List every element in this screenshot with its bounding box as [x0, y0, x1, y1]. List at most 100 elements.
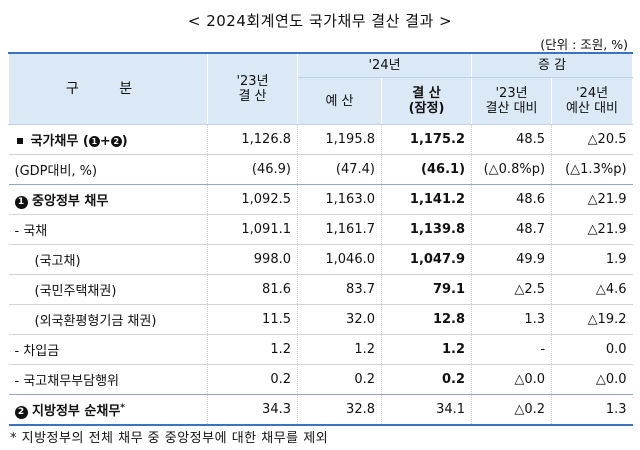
circled-one-icon: 1 — [88, 136, 100, 147]
cell-settle: 1.2 — [380, 334, 472, 365]
table-title: < 2024회계연도 국가채무 결산 결과 > — [187, 12, 453, 30]
row-label: - 국고채무부담행위 — [8, 364, 208, 395]
cell-vs23: △2.5 — [471, 274, 552, 305]
table-row-gdp-ratio: (GDP대비, %) (46.9) (47.4) (46.1) (△0.8%p)… — [8, 154, 633, 185]
row-label: 1 중앙정부 채무 — [8, 184, 208, 215]
cell-settle: 0.2 — [380, 364, 472, 395]
cell-vs24: (△1.3%p) — [551, 154, 633, 185]
table-row-central-gov: 1 중앙정부 채무 1,092.5 1,163.0 1,141.2 48.6 △… — [8, 184, 633, 215]
table-row-bonds: - 국채 1,091.1 1,161.7 1,139.8 48.7 △21.9 — [8, 214, 633, 245]
row-label: (외국환평형기금 채권) — [8, 304, 208, 335]
cell-vs23: △0.0 — [471, 364, 552, 395]
cell-y23: 0.2 — [207, 364, 298, 395]
circled-one-icon: 1 — [14, 196, 28, 209]
cell-budget: (47.4) — [297, 154, 382, 185]
cell-vs24: △19.2 — [551, 304, 633, 335]
cell-settle: 1,139.8 — [380, 214, 472, 245]
cell-vs24: 0.0 — [551, 334, 633, 365]
cell-y23: 11.5 — [207, 304, 298, 335]
cell-y23: 1.2 — [207, 334, 298, 365]
header-vs-2024-label: 예산 대비 — [566, 101, 618, 116]
square-bullet-icon — [16, 137, 23, 144]
cell-budget: 1,163.0 — [297, 184, 382, 215]
cell-vs23: 48.6 — [471, 184, 552, 215]
cell-vs23: - — [471, 334, 552, 365]
cell-settle: (46.1) — [380, 154, 472, 185]
cell-y23: 1,092.5 — [207, 184, 298, 215]
header-category: 구 분 — [8, 52, 208, 125]
cell-vs23: 48.7 — [471, 214, 552, 245]
cell-budget: 1,161.7 — [297, 214, 382, 245]
cell-vs24: 1.9 — [551, 244, 633, 275]
cell-settle: 12.8 — [380, 304, 472, 335]
table-row-housing-bonds: (국민주택채권) 81.6 83.7 79.1 △2.5 △4.6 — [8, 274, 633, 305]
formula-close: ) — [121, 134, 128, 149]
table-row-fx-stabilization-bonds: (외국환평형기금 채권) 11.5 32.0 12.8 1.3 △19.2 — [8, 304, 633, 335]
row-label: (국고채) — [8, 244, 208, 275]
header-vs-2023-year: '23년 — [495, 86, 528, 101]
cell-y23: 1,091.1 — [207, 214, 298, 245]
header-budget: 예 산 — [297, 77, 382, 125]
unit-label: (단위 : 조원, %) — [540, 37, 628, 52]
cell-vs24: △21.9 — [551, 184, 633, 215]
row-label: (국민주택채권) — [8, 274, 208, 305]
header-settlement-provisional: 결 산 (잠정) — [380, 77, 473, 125]
header-change: 증 감 — [471, 52, 634, 78]
cell-vs24: △20.5 — [551, 124, 633, 155]
footnote-marker: * — [120, 403, 125, 413]
cell-y23: 81.6 — [207, 274, 298, 305]
cell-vs23: (△0.8%p) — [471, 154, 552, 185]
header-vs-2023-label: 결산 대비 — [485, 101, 538, 116]
cell-y23: 998.0 — [207, 244, 298, 275]
header-vs-2024-budget: '24년 예산 대비 — [551, 77, 634, 125]
row-label: 2 지방정부 순채무* — [8, 394, 208, 426]
formula-plus: + — [99, 134, 111, 149]
row-label: - 차입금 — [8, 334, 208, 365]
cell-vs24: △4.6 — [551, 274, 633, 305]
cell-vs24: 1.3 — [551, 394, 633, 426]
table-row-debt-burden-acts: - 국고채무부담행위 0.2 0.2 0.2 △0.0 △0.0 — [8, 364, 633, 395]
label-central-gov: 중앙정부 채무 — [32, 194, 109, 209]
cell-vs24: △21.9 — [551, 214, 633, 245]
cell-settle: 1,141.2 — [380, 184, 472, 215]
cell-budget: 1,195.8 — [297, 124, 382, 155]
header-2024: '24년 — [296, 52, 473, 78]
cell-budget: 1,046.0 — [297, 244, 382, 275]
formula-open: ( — [82, 134, 89, 149]
header-2023-year: '23년 — [236, 74, 269, 89]
table-header: 구 분 '23년 결 산 '24년 증 감 예 산 결 산 (잠정) '23년 … — [8, 52, 634, 125]
label-local-gov: 지방정부 순채무 — [32, 404, 121, 419]
label-national-debt: 국가채무 — [30, 134, 79, 149]
debt-table: 구 분 '23년 결 산 '24년 증 감 예 산 결 산 (잠정) '23년 … — [8, 52, 634, 426]
circled-two-icon: 2 — [14, 406, 28, 419]
cell-vs23: △0.2 — [471, 394, 552, 426]
row-label: 국가채무 (1 +2) — [8, 124, 208, 155]
table-row-national-debt: 국가채무 (1 +2) 1,126.8 1,195.8 1,175.2 48.5 … — [8, 124, 633, 155]
footnote: * 지방정부의 전체 채무 중 중앙정부에 대한 채무를 제외 — [10, 431, 329, 446]
row-label: (GDP대비, %) — [8, 154, 208, 185]
cell-vs24: △0.0 — [551, 364, 633, 395]
cell-budget: 83.7 — [297, 274, 382, 305]
cell-budget: 1.2 — [297, 334, 382, 365]
circled-two-icon: 2 — [110, 136, 122, 147]
cell-settle: 1,047.9 — [380, 244, 472, 275]
header-vs-2023: '23년 결산 대비 — [471, 77, 553, 125]
table-row-treasury-bonds: (국고채) 998.0 1,046.0 1,047.9 49.9 1.9 — [8, 244, 633, 275]
cell-settle: 34.1 — [380, 394, 472, 426]
header-vs-2024-year: '24년 — [575, 86, 609, 101]
cell-budget: 0.2 — [297, 364, 382, 395]
header-settlement-label: 결 산 — [412, 86, 441, 101]
table-row-borrowings: - 차입금 1.2 1.2 1.2 - 0.0 — [8, 334, 633, 365]
cell-settle: 79.1 — [380, 274, 472, 305]
table-row-local-gov: 2 지방정부 순채무* 34.3 32.8 34.1 △0.2 1.3 — [8, 394, 633, 426]
header-2023-label: 결 산 — [238, 89, 267, 104]
cell-budget: 32.8 — [297, 394, 382, 426]
cell-settle: 1,175.2 — [380, 124, 472, 155]
row-label: - 국채 — [8, 214, 208, 245]
cell-vs23: 49.9 — [471, 244, 552, 275]
cell-y23: (46.9) — [207, 154, 298, 185]
cell-budget: 32.0 — [297, 304, 382, 335]
cell-vs23: 1.3 — [471, 304, 552, 335]
cell-y23: 1,126.8 — [207, 124, 298, 155]
cell-vs23: 48.5 — [471, 124, 552, 155]
